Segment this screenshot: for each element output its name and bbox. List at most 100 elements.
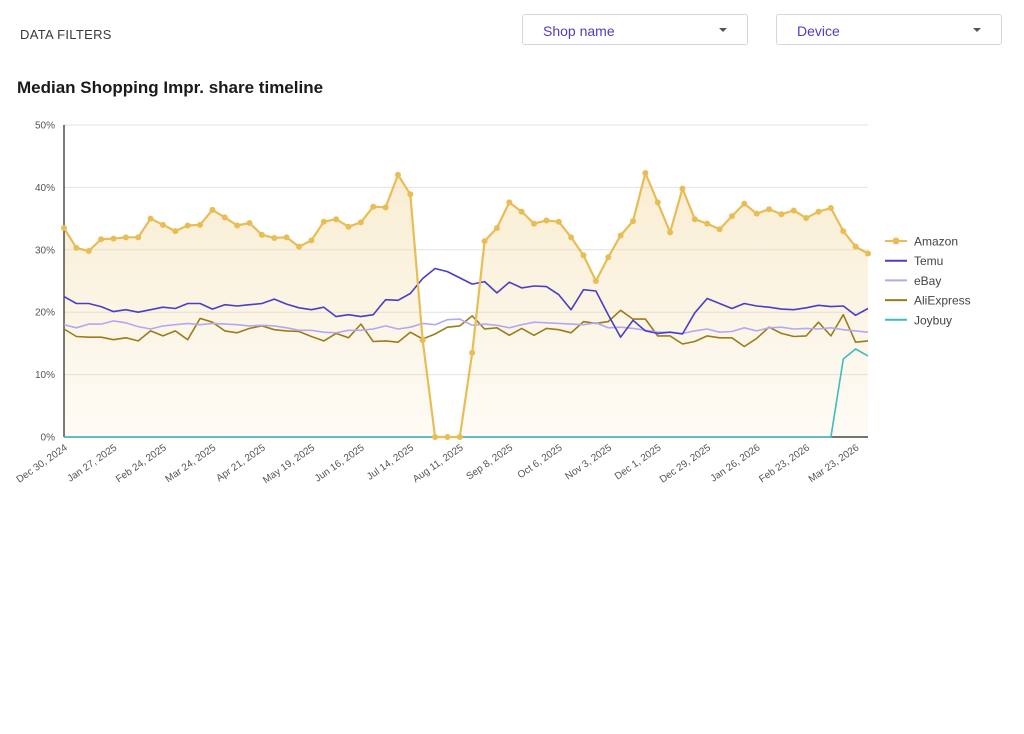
legend-label: Amazon xyxy=(914,235,958,249)
data-point xyxy=(296,243,303,250)
data-point xyxy=(135,234,142,241)
shop-name-dropdown-label: Shop name xyxy=(543,23,615,39)
data-point xyxy=(580,252,587,259)
chevron-down-icon xyxy=(973,28,981,32)
x-tick-label: Dec 1, 2025 xyxy=(613,442,664,482)
series-line-ebay xyxy=(63,318,869,335)
data-point xyxy=(827,204,834,211)
series-line-aliexpress xyxy=(63,309,869,348)
legend-label: AliExpress xyxy=(914,294,971,308)
y-tick-label: 20% xyxy=(35,308,55,319)
x-tick-label: Jul 14, 2025 xyxy=(365,442,416,483)
data-point xyxy=(345,223,352,230)
data-point xyxy=(778,211,785,218)
data-point xyxy=(283,234,290,241)
data-point xyxy=(432,434,439,440)
data-point xyxy=(865,250,871,257)
data-point xyxy=(766,206,773,213)
legend-label: Temu xyxy=(914,254,943,268)
data-point xyxy=(716,226,723,233)
legend-label: eBay xyxy=(914,274,941,288)
data-point xyxy=(543,217,550,224)
data-point xyxy=(518,208,525,215)
x-tick-label: Oct 6, 2025 xyxy=(516,442,565,481)
data-point xyxy=(61,224,67,231)
data-point xyxy=(753,210,760,217)
data-point xyxy=(271,234,278,241)
data-point xyxy=(147,215,154,222)
data-point xyxy=(815,208,822,215)
data-point xyxy=(394,171,401,178)
chart-title: Median Shopping Impr. share timeline xyxy=(17,78,324,97)
data-point xyxy=(704,220,711,227)
legend-label: Joybuy xyxy=(914,313,952,327)
x-tick-label: May 19, 2025 xyxy=(261,442,317,486)
data-point xyxy=(258,231,265,238)
data-point xyxy=(642,170,649,177)
data-point xyxy=(73,244,80,251)
data-point xyxy=(852,243,859,250)
data-point xyxy=(493,224,500,231)
shop-name-dropdown[interactable]: Shop name xyxy=(522,14,748,45)
data-point xyxy=(667,229,674,236)
data-point xyxy=(741,200,748,207)
data-point xyxy=(246,219,253,226)
data-point xyxy=(357,219,364,226)
data-point xyxy=(110,235,117,242)
y-tick-label: 50% xyxy=(35,121,55,132)
data-point xyxy=(605,254,612,261)
data-point xyxy=(221,214,228,221)
data-point xyxy=(568,234,575,241)
data-point xyxy=(617,232,624,239)
data-point xyxy=(592,278,599,284)
data-point xyxy=(531,220,538,227)
data-point xyxy=(320,218,327,225)
data-point xyxy=(382,204,389,211)
x-tick-label: Aug 11, 2025 xyxy=(411,442,466,485)
data-point xyxy=(481,238,488,245)
x-tick-label: Feb 24, 2025 xyxy=(114,442,169,485)
data-point xyxy=(691,216,698,223)
data-point xyxy=(184,222,191,229)
data-point xyxy=(122,234,129,241)
data-point xyxy=(444,434,451,440)
data-point xyxy=(197,221,204,228)
series-line-joybuy xyxy=(64,348,869,438)
data-point xyxy=(370,203,377,210)
x-tick-label: Apr 21, 2025 xyxy=(214,442,268,484)
device-dropdown[interactable]: Device xyxy=(776,14,1002,45)
y-tick-label: 30% xyxy=(35,245,55,256)
data-point xyxy=(419,337,426,344)
x-tick-label: Jan 27, 2025 xyxy=(66,442,120,484)
data-point xyxy=(456,434,463,440)
device-dropdown-label: Device xyxy=(797,23,840,39)
y-tick-label: 0% xyxy=(41,433,56,444)
x-tick-label: Feb 23, 2026 xyxy=(757,442,812,485)
data-point xyxy=(234,222,241,229)
y-tick-label: 40% xyxy=(35,183,55,194)
data-point xyxy=(469,349,476,356)
data-point xyxy=(209,206,216,213)
data-point xyxy=(840,228,847,235)
data-point xyxy=(308,237,315,244)
data-point xyxy=(629,218,636,225)
data-point xyxy=(85,248,92,255)
data-point xyxy=(790,207,797,214)
x-tick-label: Mar 24, 2025 xyxy=(164,442,219,485)
legend-marker xyxy=(892,237,900,245)
chevron-down-icon xyxy=(719,28,727,32)
y-tick-label: 10% xyxy=(35,370,55,381)
data-point xyxy=(333,216,340,223)
x-tick-label: Nov 3, 2025 xyxy=(563,442,614,482)
x-tick-label: Jun 16, 2025 xyxy=(313,442,367,484)
x-tick-label: Mar 23, 2026 xyxy=(807,442,862,485)
data-point xyxy=(679,185,686,192)
data-point xyxy=(159,221,166,228)
data-filters-label: DATA FILTERS xyxy=(20,27,112,42)
data-point xyxy=(506,199,513,206)
x-tick-label: Jan 26, 2026 xyxy=(709,442,763,484)
data-point xyxy=(407,191,414,198)
data-point xyxy=(172,228,179,235)
data-point xyxy=(654,199,661,206)
